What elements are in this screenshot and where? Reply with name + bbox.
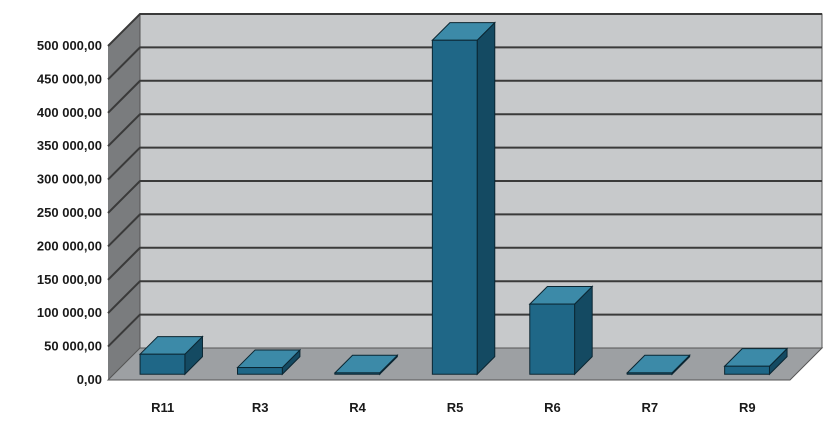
y-tick-label: 100 000,00: [37, 305, 102, 320]
bar-front: [334, 372, 381, 375]
x-category-label: R5: [447, 400, 464, 415]
gridline: [107, 46, 822, 81]
y-tick-label: 300 000,00: [37, 172, 102, 187]
x-category-label: R6: [544, 400, 561, 415]
gridline: [107, 246, 822, 281]
gridline: [107, 146, 822, 181]
gridline: [107, 180, 822, 214]
gridline: [107, 213, 822, 248]
bar-r11: [138, 335, 204, 376]
y-tick-label: 250 000,00: [37, 205, 102, 220]
bars: [138, 21, 789, 376]
x-category-label: R4: [349, 400, 366, 415]
bar-r5: [431, 21, 496, 376]
gridline: [107, 79, 822, 114]
bar-side: [476, 21, 496, 376]
y-tick-label: 200 000,00: [37, 238, 102, 253]
bar-front: [529, 303, 576, 375]
bar-r9: [723, 347, 789, 376]
gridline: [107, 113, 822, 147]
bar-r7: [626, 354, 691, 376]
bar-front: [236, 367, 283, 375]
bar-front: [724, 365, 770, 375]
bar-front: [431, 39, 478, 375]
x-category-label: R7: [642, 400, 659, 415]
y-tick-label: 50 000,00: [44, 339, 102, 354]
y-tick-label: 450 000,00: [37, 71, 102, 86]
bar-r4: [333, 354, 399, 376]
y-tick-label: 350 000,00: [37, 138, 102, 153]
gridline: [107, 280, 822, 314]
bar-front: [139, 353, 186, 375]
bar-r3: [236, 348, 302, 376]
gridlines: [107, 13, 822, 348]
y-tick-label: 0,00: [77, 372, 102, 387]
y-tick-label: 400 000,00: [37, 105, 102, 120]
y-axis-ticks: 0,00 50 000,00 100 000,00 150 000,00 200 000…: [37, 38, 102, 387]
x-category-label: R9: [739, 400, 756, 415]
x-category-label: R3: [252, 400, 269, 415]
y-tick-label: 500 000,00: [37, 38, 102, 53]
x-axis-labels: R11 R3 R4 R5 R6 R7 R9: [151, 400, 755, 415]
bar-front: [626, 372, 673, 375]
gridline: [107, 13, 822, 47]
bar-r6: [528, 285, 594, 376]
y-tick-label: 150 000,00: [37, 272, 102, 287]
gridline: [107, 313, 822, 348]
x-category-label: R11: [151, 400, 174, 415]
